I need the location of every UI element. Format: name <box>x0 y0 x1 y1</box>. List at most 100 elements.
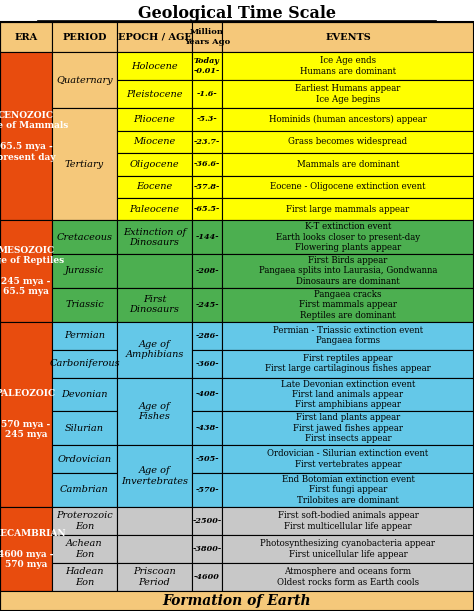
Bar <box>192 52 222 80</box>
Text: Silurian: Silurian <box>65 423 104 433</box>
Text: -286-: -286- <box>195 332 219 340</box>
Bar <box>117 131 192 153</box>
Bar <box>117 378 192 445</box>
Text: -2500-: -2500- <box>192 517 222 525</box>
Bar <box>117 198 192 221</box>
Text: Paleocene: Paleocene <box>129 205 180 214</box>
Bar <box>192 108 222 131</box>
Text: Proterozoic
Eon: Proterozoic Eon <box>56 511 113 530</box>
Bar <box>192 473 222 507</box>
Bar <box>192 198 222 221</box>
Bar <box>52 108 117 221</box>
Text: First reptiles appear
First large cartilaginous fishes appear: First reptiles appear First large cartil… <box>265 354 431 373</box>
Bar <box>117 535 192 563</box>
Text: Permian: Permian <box>64 331 105 340</box>
Bar <box>52 411 117 445</box>
Bar <box>192 131 222 153</box>
Bar <box>52 507 117 535</box>
Text: Tertiary: Tertiary <box>65 160 104 169</box>
Bar <box>0 52 52 221</box>
Bar <box>117 153 192 175</box>
Text: Hadean
Eon: Hadean Eon <box>65 567 104 587</box>
Text: Atmosphere and oceans form
Oldest rocks form as Earth cools: Atmosphere and oceans form Oldest rocks … <box>277 567 419 587</box>
Bar <box>222 507 474 535</box>
Bar <box>192 321 222 349</box>
Bar <box>222 198 474 221</box>
Bar <box>222 445 474 473</box>
Bar <box>192 221 222 254</box>
Text: PALEOZOIC


570 mya -
245 mya: PALEOZOIC 570 mya - 245 mya <box>0 389 56 439</box>
Text: Million
Years Ago: Million Years Ago <box>184 28 230 46</box>
Bar <box>222 288 474 321</box>
Text: -570-: -570- <box>195 486 219 494</box>
Text: Pangaea cracks
First mammals appear
Reptiles are dominant: Pangaea cracks First mammals appear Rept… <box>299 290 397 320</box>
Text: Pliocene: Pliocene <box>134 115 175 124</box>
Bar <box>192 507 222 535</box>
Text: CENOZOIC
Age of Mammals

65.5 mya -
present day: CENOZOIC Age of Mammals 65.5 mya - prese… <box>0 111 68 161</box>
Text: Quaternary: Quaternary <box>56 76 113 84</box>
Text: -438-: -438- <box>195 424 219 432</box>
Text: EPOCH / AGE: EPOCH / AGE <box>118 32 191 42</box>
Bar <box>117 254 192 288</box>
Text: Hominids (human ancestors) appear: Hominids (human ancestors) appear <box>269 115 427 124</box>
Bar <box>117 221 192 254</box>
Text: -245-: -245- <box>195 301 219 309</box>
Bar <box>117 321 192 378</box>
Bar <box>52 349 117 378</box>
Bar <box>117 52 192 80</box>
Text: Today
-0.01-: Today -0.01- <box>194 57 220 75</box>
Text: First land plants appear
First jawed fishes appear
First insects appear: First land plants appear First jawed fis… <box>293 413 403 443</box>
Bar <box>52 22 117 52</box>
Bar <box>52 254 117 288</box>
Text: Eocene - Oligocene extinction event: Eocene - Oligocene extinction event <box>270 182 426 191</box>
Text: Ice Age ends
Humans are dominant: Ice Age ends Humans are dominant <box>300 56 396 76</box>
Bar <box>117 445 192 507</box>
Text: ERA: ERA <box>14 32 37 42</box>
Bar <box>52 473 117 507</box>
Text: -408-: -408- <box>195 390 219 398</box>
Bar <box>117 22 192 52</box>
Bar <box>117 80 192 108</box>
Text: Earliest Humans appear
Ice Age begins: Earliest Humans appear Ice Age begins <box>295 84 401 104</box>
Bar <box>192 288 222 321</box>
Bar <box>192 378 222 411</box>
Text: -23.7-: -23.7- <box>194 138 220 146</box>
Bar <box>117 108 192 131</box>
Text: Age of
Invertebrates: Age of Invertebrates <box>121 466 188 486</box>
Bar <box>222 349 474 378</box>
Bar <box>192 254 222 288</box>
Text: Mammals are dominant: Mammals are dominant <box>297 160 399 169</box>
Text: Cambrian: Cambrian <box>60 485 109 494</box>
Bar <box>52 321 117 349</box>
Bar <box>192 445 222 473</box>
Text: Geological Time Scale: Geological Time Scale <box>138 4 336 21</box>
Text: Cretaceous: Cretaceous <box>56 233 112 242</box>
Bar <box>222 221 474 254</box>
Text: Age of
Fishes: Age of Fishes <box>138 401 171 421</box>
Text: Formation of Earth: Formation of Earth <box>163 594 311 608</box>
Text: Pleistocene: Pleistocene <box>126 90 183 98</box>
Bar <box>192 411 222 445</box>
Bar <box>222 378 474 411</box>
Text: Ordovician: Ordovician <box>57 455 111 464</box>
Text: -1.6-: -1.6- <box>197 90 218 98</box>
Bar <box>222 108 474 131</box>
Text: Devonian: Devonian <box>61 390 108 399</box>
Text: First
Dinosaurs: First Dinosaurs <box>129 295 180 314</box>
Bar <box>117 507 192 535</box>
Text: Jurassic: Jurassic <box>65 266 104 276</box>
Text: -360-: -360- <box>195 360 219 368</box>
Text: -208-: -208- <box>195 267 219 275</box>
Bar <box>52 563 117 591</box>
Bar <box>222 411 474 445</box>
Text: -3800-: -3800- <box>192 545 222 553</box>
Text: PRECAMBRIAN

4600 mya -
570 mya: PRECAMBRIAN 4600 mya - 570 mya <box>0 529 66 569</box>
Bar <box>52 445 117 473</box>
Bar <box>192 80 222 108</box>
Text: -65.5-: -65.5- <box>194 205 220 213</box>
Text: Late Devonian extinction event
First land animals appear
First amphibians appear: Late Devonian extinction event First lan… <box>281 379 415 409</box>
Text: PERIOD: PERIOD <box>62 32 107 42</box>
Bar <box>117 563 192 591</box>
Bar <box>192 535 222 563</box>
Bar <box>222 52 474 80</box>
